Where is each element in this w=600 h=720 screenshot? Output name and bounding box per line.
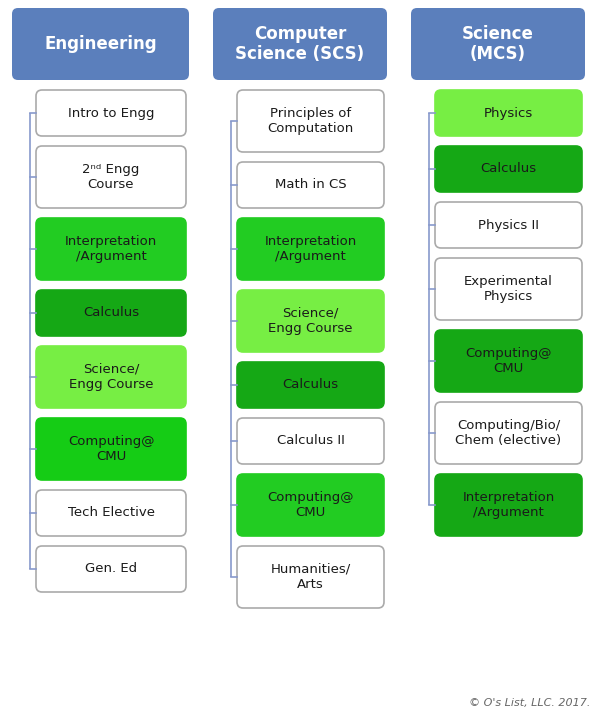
Text: Physics: Physics bbox=[484, 107, 533, 120]
FancyBboxPatch shape bbox=[435, 258, 582, 320]
Text: Computing@
CMU: Computing@ CMU bbox=[68, 435, 154, 463]
Text: Calculus: Calculus bbox=[481, 163, 536, 176]
FancyBboxPatch shape bbox=[237, 546, 384, 608]
FancyBboxPatch shape bbox=[237, 474, 384, 536]
Text: Science
(MCS): Science (MCS) bbox=[462, 24, 534, 63]
Text: Calculus: Calculus bbox=[83, 307, 139, 320]
Text: 2ⁿᵈ Engg
Course: 2ⁿᵈ Engg Course bbox=[82, 163, 140, 191]
Text: Computing/Bio/
Chem (elective): Computing/Bio/ Chem (elective) bbox=[455, 419, 562, 447]
FancyBboxPatch shape bbox=[435, 330, 582, 392]
FancyBboxPatch shape bbox=[12, 8, 189, 80]
FancyBboxPatch shape bbox=[237, 418, 384, 464]
Text: Computer
Science (SCS): Computer Science (SCS) bbox=[235, 24, 365, 63]
Text: Science/
Engg Course: Science/ Engg Course bbox=[268, 307, 353, 335]
Text: © O's List, LLC. 2017.: © O's List, LLC. 2017. bbox=[469, 698, 590, 708]
FancyBboxPatch shape bbox=[435, 202, 582, 248]
FancyBboxPatch shape bbox=[435, 146, 582, 192]
Text: Engineering: Engineering bbox=[44, 35, 157, 53]
Text: Science/
Engg Course: Science/ Engg Course bbox=[69, 363, 153, 391]
Text: Experimental
Physics: Experimental Physics bbox=[464, 275, 553, 303]
Text: Principles of
Computation: Principles of Computation bbox=[268, 107, 353, 135]
Text: Calculus: Calculus bbox=[283, 379, 338, 392]
FancyBboxPatch shape bbox=[36, 346, 186, 408]
Text: Humanities/
Arts: Humanities/ Arts bbox=[271, 563, 350, 591]
Text: Physics II: Physics II bbox=[478, 218, 539, 232]
Text: Intro to Engg: Intro to Engg bbox=[68, 107, 154, 120]
FancyBboxPatch shape bbox=[435, 90, 582, 136]
FancyBboxPatch shape bbox=[36, 90, 186, 136]
FancyBboxPatch shape bbox=[237, 218, 384, 280]
FancyBboxPatch shape bbox=[237, 162, 384, 208]
FancyBboxPatch shape bbox=[36, 490, 186, 536]
FancyBboxPatch shape bbox=[36, 546, 186, 592]
FancyBboxPatch shape bbox=[237, 362, 384, 408]
FancyBboxPatch shape bbox=[36, 146, 186, 208]
Text: Tech Elective: Tech Elective bbox=[67, 506, 155, 520]
FancyBboxPatch shape bbox=[237, 290, 384, 352]
FancyBboxPatch shape bbox=[237, 90, 384, 152]
FancyBboxPatch shape bbox=[36, 290, 186, 336]
Text: Calculus II: Calculus II bbox=[277, 434, 344, 448]
Text: Gen. Ed: Gen. Ed bbox=[85, 562, 137, 575]
FancyBboxPatch shape bbox=[213, 8, 387, 80]
FancyBboxPatch shape bbox=[36, 418, 186, 480]
Text: Interpretation
/Argument: Interpretation /Argument bbox=[265, 235, 356, 263]
Text: Computing@
CMU: Computing@ CMU bbox=[466, 347, 551, 375]
FancyBboxPatch shape bbox=[435, 474, 582, 536]
FancyBboxPatch shape bbox=[36, 218, 186, 280]
Text: Computing@
CMU: Computing@ CMU bbox=[268, 491, 353, 519]
FancyBboxPatch shape bbox=[411, 8, 585, 80]
Text: Interpretation
/Argument: Interpretation /Argument bbox=[463, 491, 554, 519]
Text: Interpretation
/Argument: Interpretation /Argument bbox=[65, 235, 157, 263]
FancyBboxPatch shape bbox=[435, 402, 582, 464]
Text: Math in CS: Math in CS bbox=[275, 179, 346, 192]
